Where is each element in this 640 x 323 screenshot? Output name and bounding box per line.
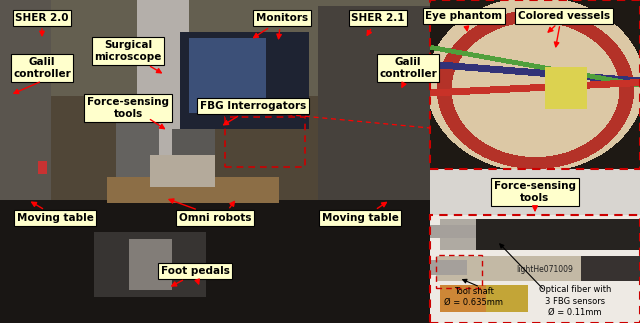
Text: Optical fiber with
3 FBG sensors
Ø = 0.11mm: Optical fiber with 3 FBG sensors Ø = 0.1…	[539, 286, 611, 317]
Text: Colored vessels: Colored vessels	[518, 11, 610, 21]
Text: Force-sensing
tools: Force-sensing tools	[494, 181, 576, 203]
Text: Omni robots: Omni robots	[179, 213, 252, 223]
Text: Galil
controller: Galil controller	[13, 57, 71, 79]
Bar	[430, 169, 640, 215]
Text: Surgical
microscope: Surgical microscope	[94, 40, 162, 62]
Text: Galil
controller: Galil controller	[379, 57, 437, 79]
Text: Monitors: Monitors	[256, 13, 308, 23]
Text: Moving table: Moving table	[321, 213, 399, 223]
Text: Eye phantom: Eye phantom	[426, 11, 502, 21]
Text: FBG Interrogators: FBG Interrogators	[200, 101, 306, 111]
Bar	[225, 117, 305, 167]
Bar	[430, 215, 640, 323]
Text: lightHe071009: lightHe071009	[516, 265, 573, 274]
Text: Moving table: Moving table	[17, 213, 93, 223]
Bar	[436, 255, 482, 288]
Text: Foot pedals: Foot pedals	[161, 266, 229, 276]
Text: SHER 2.1: SHER 2.1	[351, 13, 404, 23]
Text: Force-sensing
tools: Force-sensing tools	[87, 97, 169, 119]
Text: SHER 2.0: SHER 2.0	[15, 13, 68, 23]
Text: Tool shaft
Ø = 0.635mm: Tool shaft Ø = 0.635mm	[445, 287, 504, 307]
Bar	[430, 0, 640, 169]
